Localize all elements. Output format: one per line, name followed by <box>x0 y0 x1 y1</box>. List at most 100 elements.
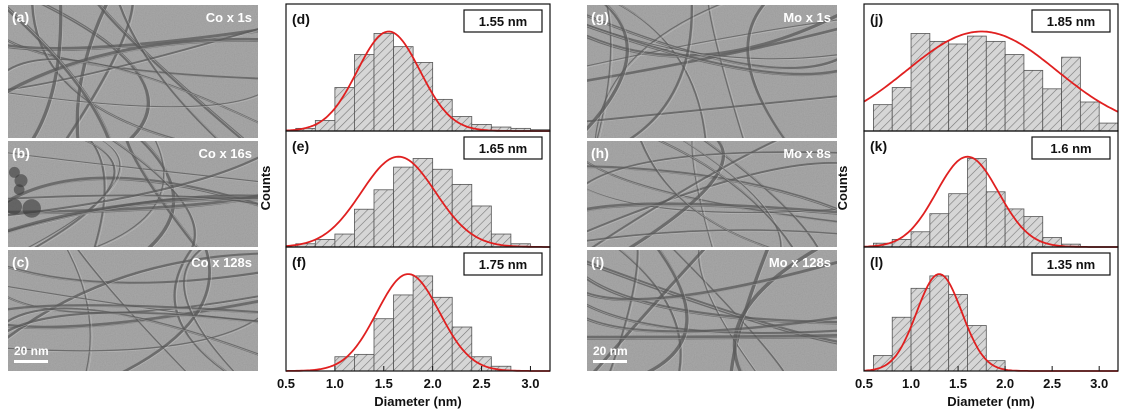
mean-diameter-box <box>1031 9 1111 33</box>
tem-image-3: (c) Co x 128s 20 nm <box>8 250 258 371</box>
histogram-group-co: (d) 1.55 nm (e) 1.65 nm (f) 1.75 nm 0.5 1.0 1.5 2… <box>258 3 551 409</box>
x-tick-label: 1.5 <box>375 376 393 391</box>
tem-panel-letter: (i) <box>591 254 604 270</box>
histogram-panel: (j) 1.85 nm <box>863 3 1119 132</box>
x-axis-label: Diameter (nm) <box>374 394 461 409</box>
y-axis-label: Counts <box>258 166 273 211</box>
histogram-bar <box>910 231 931 248</box>
nanotube-bundles <box>587 250 837 371</box>
panel-frame <box>863 246 1119 372</box>
mean-diameter-box <box>1031 252 1111 276</box>
nanotube-bundles <box>8 141 258 247</box>
histogram-bar <box>929 275 950 372</box>
histogram-bar <box>354 353 375 372</box>
tem-sample-label: Co x 128s <box>191 255 252 270</box>
scale-bar <box>14 360 48 363</box>
histogram-group-mo: (j) 1.85 nm (k) 1.6 nm (l) 1.35 nm 0.5 1.0 1.5 2.… <box>835 3 1119 409</box>
histogram-bar <box>985 40 1006 132</box>
histogram-bar <box>354 208 375 248</box>
nanotube-bundles <box>8 5 258 138</box>
tem-panel-letter: (b) <box>12 145 30 161</box>
mean-diameter-box <box>463 9 543 33</box>
histogram-bar <box>451 183 473 248</box>
tem-image-6: (i) Mo x 128s 20 nm <box>587 250 837 371</box>
nanotube-bundles <box>587 5 837 138</box>
histogram-bar <box>314 120 336 132</box>
histogram-bar <box>393 46 414 132</box>
gaussian-fit-line <box>285 155 550 248</box>
mean-diameter-box <box>1031 136 1111 160</box>
x-tick-label: 2.0 <box>996 376 1014 391</box>
panel-letter: (f) <box>292 254 306 270</box>
x-tick-label: 0.5 <box>277 376 295 391</box>
scale-bar-label: 20 nm <box>14 344 49 358</box>
histogram-bar <box>1079 101 1100 132</box>
histogram-bar <box>929 40 950 132</box>
mean-diameter-label: 1.35 nm <box>1047 257 1095 272</box>
histogram-bar <box>314 239 336 248</box>
tem-sample-label: Mo x 128s <box>769 255 831 270</box>
scale-bar-label: 20 nm <box>593 344 628 358</box>
x-tick-label: 0.5 <box>855 376 873 391</box>
gaussian-fit-line <box>285 273 550 372</box>
histogram-bar <box>412 62 434 132</box>
histogram-bar <box>873 104 893 132</box>
histogram-bar <box>910 33 931 132</box>
histogram-bar <box>967 158 987 248</box>
x-tick-label: 1.0 <box>902 376 920 391</box>
histogram-bar <box>334 233 355 248</box>
histogram-bar <box>1098 122 1119 132</box>
histogram-panel: (l) 1.35 nm <box>863 246 1119 372</box>
panel-letter: (e) <box>292 138 309 154</box>
histogram-panel: (d) 1.55 nm <box>285 3 551 132</box>
x-tick-label: 2.5 <box>473 376 491 391</box>
histogram-bar <box>891 316 912 372</box>
histogram-bar <box>393 294 414 372</box>
gaussian-fit-line <box>863 30 1119 113</box>
panel-letter: (l) <box>870 254 883 270</box>
histogram-bar <box>471 205 492 248</box>
histogram-bar <box>967 35 987 132</box>
histogram-panel: (e) 1.65 nm <box>285 130 551 248</box>
histogram-bar <box>1061 56 1081 132</box>
scale-bar <box>593 360 627 363</box>
panel-frame <box>285 246 551 372</box>
panel-letter: (j) <box>870 11 883 27</box>
histogram-panel: (k) 1.6 nm <box>863 130 1119 248</box>
tem-panel-letter: (a) <box>12 9 29 25</box>
tem-sample-label: Mo x 8s <box>783 146 831 161</box>
histogram-bar <box>412 275 434 372</box>
tem-image-2: (b) Co x 16s <box>8 141 258 247</box>
histogram-bar <box>891 87 912 132</box>
tem-sample-label: Co x 16s <box>199 146 252 161</box>
x-axis-label: Diameter (nm) <box>947 394 1034 409</box>
x-tick-label: 3.0 <box>521 376 539 391</box>
histogram-panel: (f) 1.75 nm <box>285 246 551 372</box>
mean-diameter-label: 1.75 nm <box>479 257 527 272</box>
tem-panel-letter: (c) <box>12 254 29 270</box>
histogram-bar <box>432 168 453 248</box>
mean-diameter-label: 1.65 nm <box>479 141 527 156</box>
histogram-bar <box>1004 54 1025 132</box>
mean-diameter-label: 1.6 nm <box>1050 141 1091 156</box>
x-tick-label: 1.0 <box>326 376 344 391</box>
mean-diameter-box <box>463 252 543 276</box>
tem-panel-letter: (h) <box>591 145 609 161</box>
histogram-bar <box>1023 69 1044 132</box>
histogram-bar <box>354 54 375 132</box>
tem-image-4: (g) Mo x 1s <box>587 5 837 138</box>
histogram-bar <box>948 294 968 372</box>
x-tick-label: 2.5 <box>1043 376 1061 391</box>
nanotube-bundles <box>587 141 837 247</box>
nanotube-bundles <box>8 250 258 371</box>
tem-sample-label: Co x 1s <box>206 10 252 25</box>
x-tick-label: 3.0 <box>1090 376 1108 391</box>
panel-letter: (k) <box>870 138 887 154</box>
tem-image-1: (a) Co x 1s <box>8 5 258 138</box>
panel-letter: (d) <box>292 11 310 27</box>
histogram-bar <box>1042 88 1062 132</box>
histogram-bar <box>432 296 453 372</box>
y-axis-label: Counts <box>835 166 850 211</box>
histogram-bar <box>948 193 968 248</box>
